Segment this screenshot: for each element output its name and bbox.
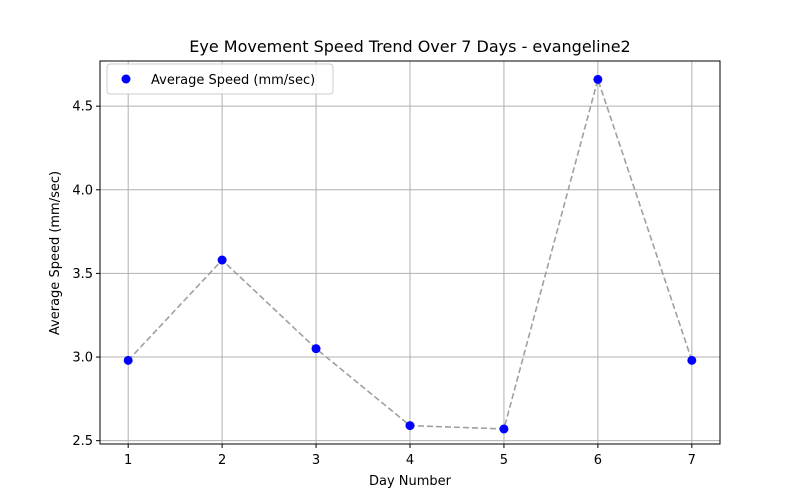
data-point — [593, 74, 603, 84]
data-point — [499, 424, 509, 434]
x-tick-label: 1 — [124, 453, 132, 468]
legend-marker — [121, 74, 131, 84]
data-point — [123, 355, 133, 365]
legend: Average Speed (mm/sec) — [106, 63, 334, 95]
y-tick-label: 3.0 — [72, 351, 93, 366]
data-points — [123, 74, 697, 434]
y-tick-label: 2.5 — [72, 434, 93, 449]
y-tick-label: 4.5 — [72, 100, 93, 115]
y-axis-label: Average Speed (mm/sec) — [48, 171, 63, 335]
data-point — [405, 421, 415, 431]
x-axis-label: Day Number — [369, 474, 452, 489]
y-tick-label: 3.5 — [72, 267, 93, 282]
x-tick-label: 2 — [218, 453, 226, 468]
x-tick-label: 7 — [688, 453, 696, 468]
x-tick-label: 6 — [594, 453, 602, 468]
y-tick-label: 4.0 — [72, 183, 93, 198]
legend-box — [106, 63, 334, 95]
data-point — [311, 344, 321, 354]
data-point — [217, 255, 227, 265]
x-ticks: 1 2 3 4 5 6 7 — [124, 444, 696, 468]
data-point — [687, 355, 697, 365]
x-tick-label: 5 — [500, 453, 508, 468]
grid — [100, 61, 720, 444]
chart-title: Eye Movement Speed Trend Over 7 Days - e… — [189, 37, 630, 56]
plot-frame — [99, 60, 721, 445]
y-ticks: 2.5 3.0 3.5 4.0 4.5 — [72, 100, 100, 449]
legend-label: Average Speed (mm/sec) — [151, 73, 315, 88]
x-tick-label: 3 — [312, 453, 320, 468]
x-tick-label: 4 — [406, 453, 414, 468]
